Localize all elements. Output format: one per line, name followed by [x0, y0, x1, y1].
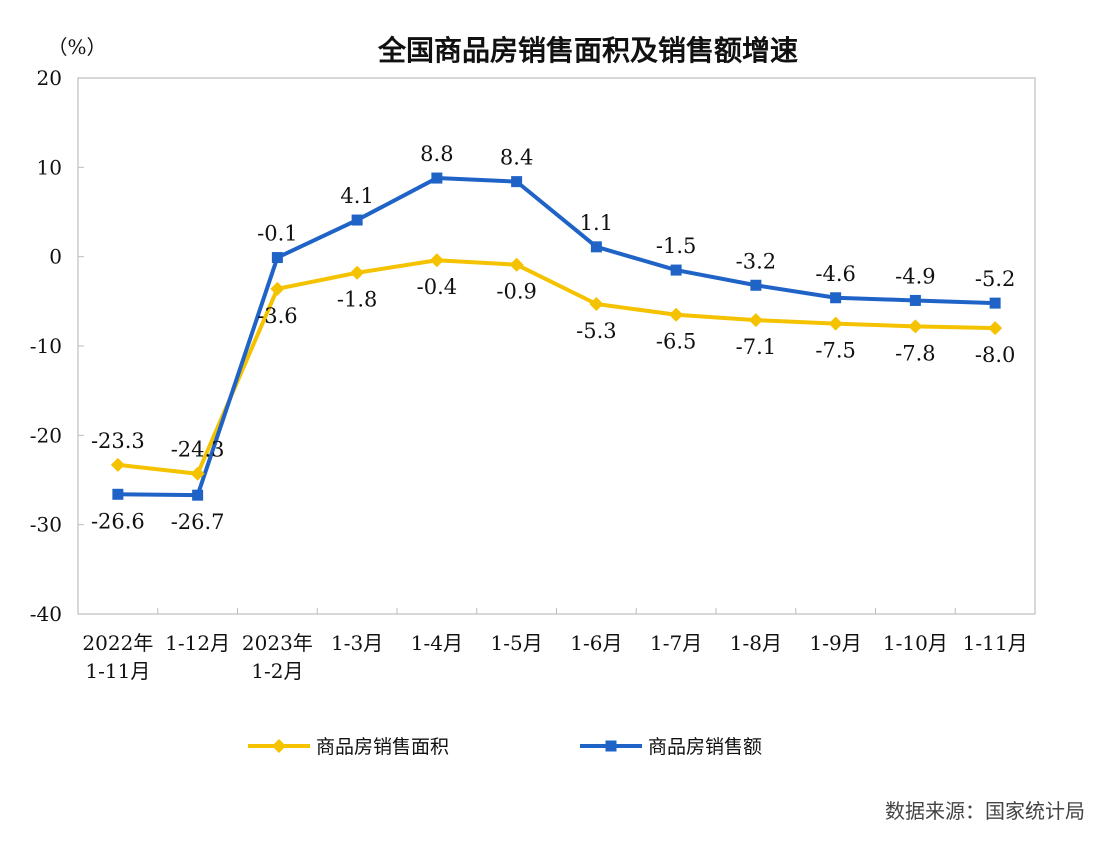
data-point-diamond — [270, 281, 285, 296]
data-point-diamond — [350, 265, 365, 280]
x-tick-label: 1-3月 — [331, 631, 383, 655]
data-point-diamond — [908, 319, 923, 334]
data-point-square — [431, 172, 443, 184]
data-point-square — [750, 279, 762, 291]
y-tick-label: -40 — [30, 602, 62, 626]
x-tick-label: 1-11月 — [963, 631, 1028, 655]
y-unit-label: （%） — [47, 35, 106, 59]
series-layer: -23.3 -24.3 -3.6 -1.8 -0.4 -0.9 -5.3 -6.5 -7.1 -7… — [91, 142, 1015, 534]
data-label: -24.3 — [171, 438, 225, 462]
y-tick-label: 20 — [37, 66, 62, 90]
y-tick-label: 0 — [49, 245, 62, 269]
data-label: -5.2 — [975, 267, 1016, 291]
y-tick-label: -20 — [30, 423, 62, 447]
data-point-diamond — [748, 313, 763, 328]
data-label: -8.0 — [975, 343, 1016, 367]
data-point-square — [351, 214, 363, 226]
data-label: -23.3 — [91, 429, 145, 453]
legend-marker-diamond — [272, 739, 286, 753]
x-tick-label: 2022年 — [82, 631, 153, 655]
data-label: -0.4 — [417, 275, 458, 299]
chart-title: 全国商品房销售面积及销售额增速 — [377, 34, 798, 67]
x-tick-label: 1-5月 — [491, 631, 543, 655]
data-label: -3.6 — [257, 304, 298, 328]
y-tick-label: 10 — [37, 155, 62, 179]
data-point-diamond — [190, 466, 205, 481]
data-point-square — [590, 241, 602, 253]
data-point-diamond — [509, 257, 524, 272]
data-label: -0.1 — [257, 222, 298, 246]
data-point-square — [909, 294, 921, 306]
x-tick-label: 1-9月 — [810, 631, 862, 655]
data-point-square — [271, 252, 283, 264]
data-point-diamond — [589, 297, 604, 312]
data-point-diamond — [828, 316, 843, 331]
data-label: -7.8 — [895, 341, 936, 365]
series-line-sales-amount — [117, 176, 996, 498]
x-tick-label: 1-6月 — [570, 631, 622, 655]
data-point-square — [670, 264, 682, 276]
x-tick-label: 1-2月 — [251, 659, 303, 683]
y-axis-ticks: 20 10 0 -10 -20 -30 -40 — [30, 66, 84, 626]
data-label: -1.8 — [337, 288, 378, 312]
data-point-square — [112, 488, 124, 500]
data-label: -0.9 — [496, 280, 537, 304]
data-label: -4.6 — [815, 262, 856, 286]
x-tick-label: 1-4月 — [411, 631, 463, 655]
data-label: 8.8 — [420, 142, 453, 166]
data-label: -3.2 — [736, 249, 777, 273]
data-label: -26.6 — [91, 509, 145, 533]
data-label: -5.3 — [576, 319, 617, 343]
data-point-diamond — [988, 321, 1003, 336]
x-tick-label: 2023年 — [242, 631, 313, 655]
data-label: 4.1 — [340, 184, 373, 208]
x-tick-label: 1-12月 — [165, 631, 230, 655]
data-point-diamond — [669, 307, 684, 322]
x-tick-label: 1-11月 — [85, 659, 150, 683]
y-tick-label: -30 — [30, 513, 62, 537]
data-label: -7.5 — [815, 339, 856, 363]
legend-label: 商品房销售面积 — [316, 736, 449, 758]
data-point-square — [989, 297, 1001, 309]
data-label: -7.1 — [736, 335, 777, 359]
source-note: 数据来源：国家统计局 — [885, 799, 1085, 823]
data-point-square — [830, 292, 842, 304]
data-label: -1.5 — [656, 234, 697, 258]
data-point-square — [511, 176, 523, 188]
y-tick-label: -10 — [30, 334, 62, 358]
series-line-sales-area — [117, 258, 996, 476]
x-tick-label: 1-7月 — [650, 631, 702, 655]
x-tick-label: 1-10月 — [883, 631, 948, 655]
legend-marker-square — [605, 740, 617, 752]
data-label: -26.7 — [171, 510, 225, 534]
data-point-square — [192, 489, 204, 501]
legend-label: 商品房销售额 — [648, 736, 762, 758]
x-axis-ticks: 2022年 1-11月 1-12月 2023年 1-2月 1-3月 1-4月 1-5月 1-6月… — [82, 608, 1028, 683]
data-label: -4.9 — [895, 264, 936, 288]
data-point-diamond — [429, 253, 444, 268]
data-label: -6.5 — [656, 330, 697, 354]
data-point-diamond — [110, 457, 125, 472]
x-tick-label: 1-8月 — [730, 631, 782, 655]
data-label: 8.4 — [500, 146, 533, 170]
data-label: 1.1 — [580, 211, 613, 235]
legend: 商品房销售面积 商品房销售额 — [248, 736, 762, 758]
